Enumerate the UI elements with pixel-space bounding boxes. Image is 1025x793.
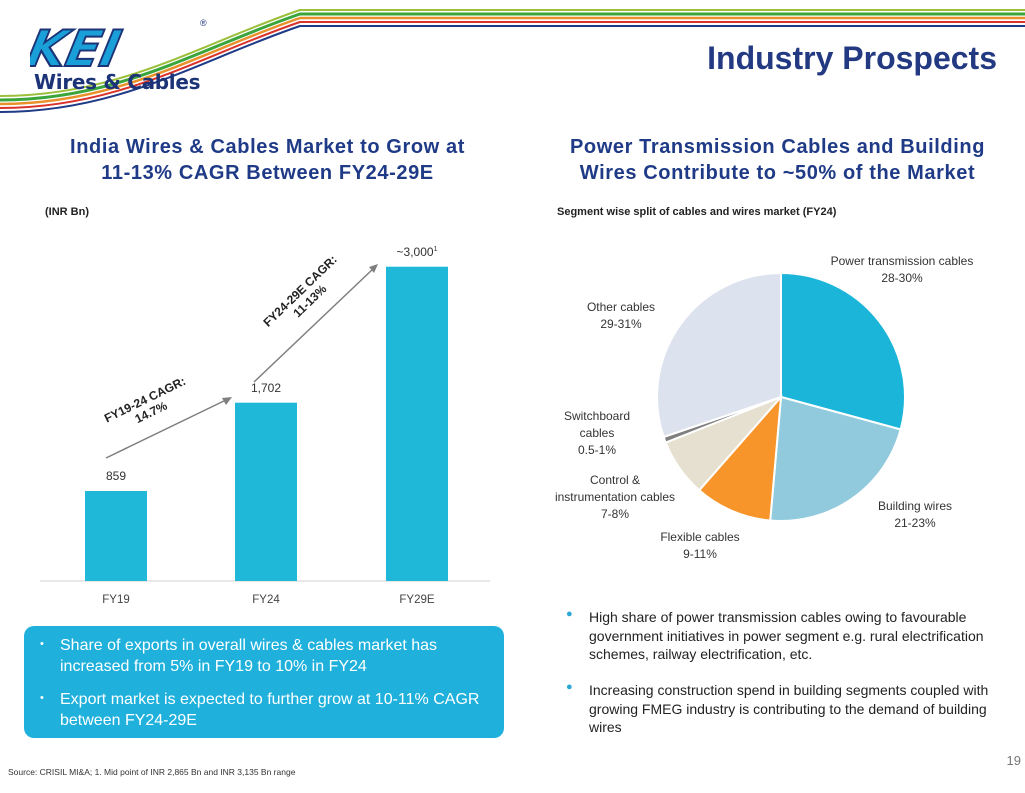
footnote-mark: 1 [433, 245, 438, 253]
x-tick-label: FY19 [102, 594, 130, 606]
pie-label-other-name: Other cables [586, 300, 656, 314]
pie-label-switchboard-line1: Switchboard [563, 409, 631, 423]
page-title: Industry Prospects [707, 40, 997, 76]
bar-fy29e [386, 266, 448, 581]
pie-label-flexible-name: Flexible cables [660, 530, 740, 544]
bar-fy24 [235, 402, 297, 581]
bullet-dot-icon: • [40, 692, 44, 704]
kei-logo-text: KEI [30, 22, 126, 74]
export-info-box: • Share of exports in overall wires & ca… [24, 626, 504, 738]
bar-value-label: 1,702 [250, 380, 282, 395]
right-heading-line1: Power Transmission Cables and Building [569, 136, 986, 158]
pie-label-other-range: 29-31% [600, 317, 642, 331]
pie-chart [656, 271, 906, 522]
bullet-dot-icon: • [40, 638, 44, 650]
pie-label-flexible-range: 9-11% [683, 547, 717, 561]
logo-tagline: Wires & Cables [34, 70, 201, 94]
pie-slice-flexible-cables [697, 394, 783, 522]
pie-slice-power-transmission-cables [780, 271, 906, 431]
pie-slice-other-cables [656, 271, 782, 439]
export-bullet-2: Export market is expected to further gro… [60, 691, 480, 729]
pie-label-control-line2: instrumentation cables [554, 490, 676, 504]
bullet-dot-icon: ● [566, 681, 573, 693]
bar-chart [40, 264, 490, 582]
bullet-dot-icon: ● [566, 608, 573, 620]
pie-label-switchboard: Switchboard cables 0.5-1% [547, 408, 647, 459]
pie-label-power-range: 28-30% [881, 271, 923, 285]
pie-label-power: Power transmission cables 28-30% [802, 253, 1002, 287]
left-heading: India Wires & Cables Market to Grow at 1… [30, 134, 505, 186]
pie-label-flexible: Flexible cables 9-11% [630, 529, 770, 563]
registered-mark: ® [200, 18, 207, 28]
cagr2-arrow [253, 267, 375, 383]
pie-label-switchboard-range: 0.5-1% [577, 443, 617, 457]
pie-label-building: Building wires 21-23% [845, 498, 985, 532]
header-stripes [0, 9, 1025, 113]
left-heading-line2: 11-13% CAGR Between FY24-29E [101, 162, 434, 184]
bar-fy19 [85, 491, 147, 581]
pie-label-power-name: Power transmission cables [830, 254, 974, 268]
right-bullet-1: High share of power transmission cables … [589, 609, 984, 662]
pie-label-control-range: 7-8% [600, 507, 629, 521]
x-tick-label: FY24 [252, 594, 280, 606]
export-bullet-1: Share of exports in overall wires & cabl… [60, 637, 438, 675]
x-tick-label: FY29E [399, 594, 435, 606]
right-heading: Power Transmission Cables and Building W… [540, 134, 1015, 186]
pie-slice-building-wires [769, 395, 902, 522]
source-footnote: Source: CRISIL MI&A; 1. Mid point of INR… [8, 767, 296, 777]
unit-label: (INR Bn) [45, 206, 89, 218]
cagr2-arrowhead [369, 264, 378, 273]
cagr1-arrowhead [222, 397, 232, 405]
right-heading-line2: Wires Contribute to ~50% of the Market [579, 162, 976, 184]
kei-logo: KEI [30, 22, 127, 74]
page-number: 19 [1006, 753, 1021, 768]
pie-subtitle: Segment wise split of cables and wires m… [557, 206, 837, 218]
pie-label-control-line1: Control & [589, 473, 641, 487]
cagr1-arrow [105, 398, 229, 459]
left-heading-line1: India Wires & Cables Market to Grow at [70, 136, 465, 158]
pie-label-other: Other cables 29-31% [566, 299, 676, 333]
bar-value-label: ~3,0001 [396, 244, 438, 259]
right-bullet-2: Increasing construction spend in buildin… [589, 682, 989, 735]
pie-label-switchboard-line2: cables [579, 426, 615, 440]
pie-label-building-range: 21-23% [894, 516, 936, 530]
pie-label-building-name: Building wires [877, 499, 953, 513]
bar-value-label: 859 [105, 469, 127, 483]
pie-label-control: Control & instrumentation cables 7-8% [530, 472, 700, 523]
